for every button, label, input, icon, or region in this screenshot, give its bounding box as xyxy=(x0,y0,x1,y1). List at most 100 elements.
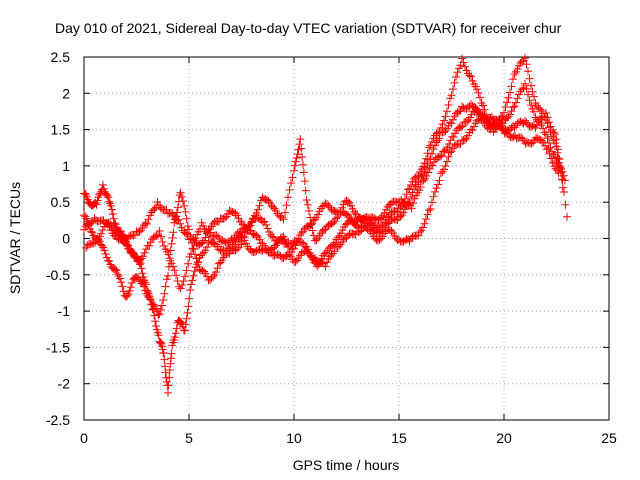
x-axis-label: GPS time / hours xyxy=(293,457,400,473)
data-point xyxy=(438,120,447,129)
data-point xyxy=(322,248,331,257)
data-point xyxy=(461,135,469,144)
data-point xyxy=(329,240,338,249)
x-tick-label: 5 xyxy=(185,430,193,446)
data-point xyxy=(296,135,305,144)
data-point xyxy=(221,214,229,223)
data-point xyxy=(107,205,116,214)
data-point xyxy=(113,270,122,279)
data-point xyxy=(161,282,170,291)
data-point xyxy=(168,209,177,218)
data-point xyxy=(198,238,207,247)
data-point xyxy=(416,182,425,191)
y-tick-label: -0.5 xyxy=(46,267,70,283)
data-point xyxy=(212,268,220,277)
data-point xyxy=(480,105,489,114)
data-point xyxy=(547,154,556,163)
data-point xyxy=(299,168,308,177)
data-point xyxy=(401,205,409,214)
data-point xyxy=(169,228,178,237)
data-point xyxy=(183,222,192,231)
data-point xyxy=(474,88,483,97)
data-points xyxy=(80,54,571,397)
data-point xyxy=(422,163,430,172)
data-point xyxy=(449,85,457,94)
data-point xyxy=(282,201,291,210)
data-point xyxy=(546,122,555,131)
data-point xyxy=(507,107,516,116)
data-point xyxy=(150,311,159,320)
data-point xyxy=(145,241,154,250)
x-tick-label: 15 xyxy=(391,430,407,446)
data-point xyxy=(164,271,172,280)
data-point xyxy=(423,159,432,168)
data-point xyxy=(138,277,147,286)
data-point xyxy=(445,139,454,148)
data-point xyxy=(553,148,562,157)
data-point xyxy=(313,262,322,271)
data-point xyxy=(407,204,416,213)
data-point xyxy=(549,128,558,137)
data-point xyxy=(377,213,386,222)
data-point xyxy=(324,201,333,210)
data-point xyxy=(116,227,125,236)
data-point xyxy=(187,250,196,259)
data-point xyxy=(407,193,415,202)
data-point xyxy=(304,245,313,254)
data-point xyxy=(279,215,288,224)
data-point xyxy=(447,91,456,100)
data-point xyxy=(268,232,277,241)
y-tick-label: -2 xyxy=(58,376,71,392)
data-point xyxy=(555,155,564,164)
data-point xyxy=(158,237,167,246)
data-point xyxy=(436,152,445,161)
data-point xyxy=(130,251,139,260)
data-point xyxy=(183,308,192,317)
data-point xyxy=(502,127,511,136)
data-point xyxy=(170,333,179,342)
data-point xyxy=(139,252,148,261)
data-point xyxy=(302,195,311,204)
data-point xyxy=(190,238,199,247)
data-point xyxy=(521,116,529,125)
data-point xyxy=(423,149,432,158)
data-point xyxy=(181,207,190,216)
data-point xyxy=(98,180,107,189)
data-point xyxy=(154,331,163,340)
data-point xyxy=(453,68,462,77)
y-tick-label: 1 xyxy=(62,158,70,174)
data-point xyxy=(441,161,450,170)
data-point xyxy=(524,90,532,99)
data-point xyxy=(344,211,352,220)
data-point xyxy=(475,108,484,117)
data-point xyxy=(521,79,529,88)
data-point xyxy=(158,342,166,351)
data-point xyxy=(165,373,174,382)
y-tick-label: 2.5 xyxy=(51,49,71,65)
data-point xyxy=(154,310,163,319)
data-point xyxy=(429,145,438,154)
data-point xyxy=(191,234,200,243)
data-point xyxy=(87,218,96,227)
data-point xyxy=(425,206,433,215)
data-point xyxy=(470,122,478,131)
data-point xyxy=(146,295,154,304)
data-point xyxy=(447,119,456,128)
data-point xyxy=(255,201,264,210)
data-point xyxy=(285,250,294,259)
data-point xyxy=(151,317,160,326)
data-point xyxy=(298,152,307,161)
data-point xyxy=(538,136,547,145)
data-point xyxy=(513,64,522,73)
data-point xyxy=(182,229,190,238)
data-point xyxy=(431,187,439,196)
data-point xyxy=(97,229,106,238)
data-point xyxy=(162,275,171,284)
data-point xyxy=(81,190,90,199)
data-point xyxy=(449,132,458,141)
data-point xyxy=(127,246,136,255)
data-point xyxy=(186,286,195,295)
data-point xyxy=(167,239,176,248)
data-point xyxy=(543,134,552,143)
data-point xyxy=(444,101,453,110)
